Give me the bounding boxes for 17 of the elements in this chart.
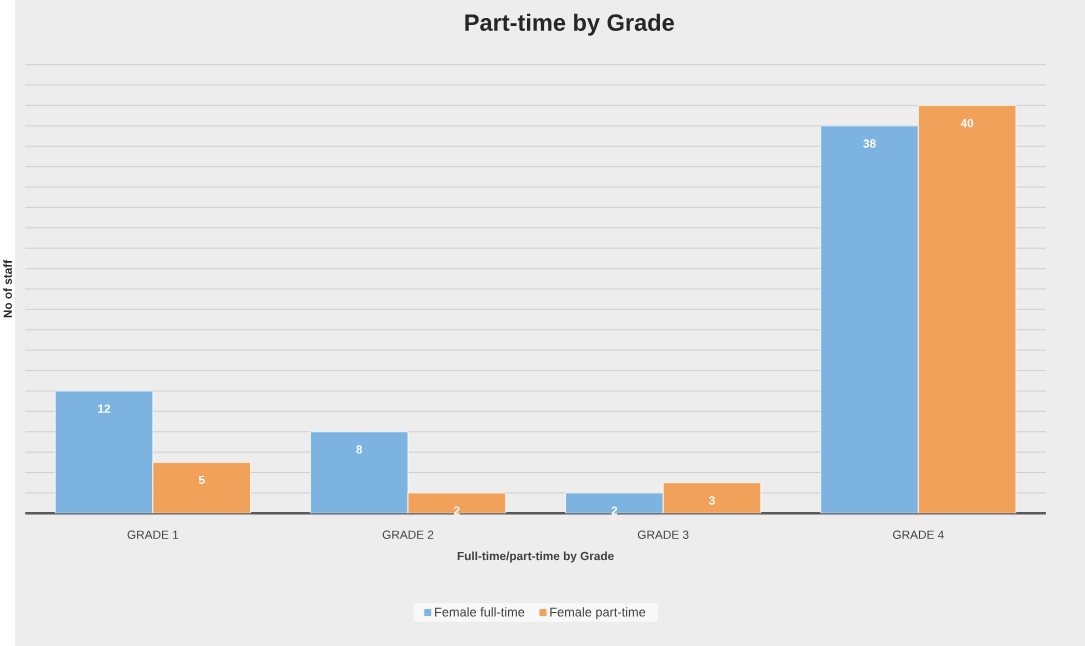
- legend-label: Female full-time: [435, 607, 525, 617]
- x-tick-label: GRADE 1: [127, 530, 179, 539]
- data-label: 2: [611, 506, 618, 515]
- data-label: 12: [98, 404, 111, 413]
- data-label: 3: [708, 496, 715, 505]
- chart-title: Part-time by Grade: [465, 13, 674, 36]
- x-tick-label: GRADE 4: [893, 530, 944, 539]
- data-label: 8: [356, 445, 363, 454]
- data-label: 38: [863, 139, 876, 148]
- data-label: 2: [453, 506, 460, 515]
- x-tick-label: GRADE 3: [637, 530, 689, 539]
- x-tick-label: GRADE 2: [382, 530, 434, 539]
- y-axis-title: No of staff: [3, 259, 12, 318]
- legend-label: Female part-time: [550, 607, 646, 620]
- data-label: 5: [198, 475, 205, 485]
- data-label: 40: [960, 119, 974, 128]
- x-axis-title: Full-time/part-time by Grade: [457, 551, 614, 563]
